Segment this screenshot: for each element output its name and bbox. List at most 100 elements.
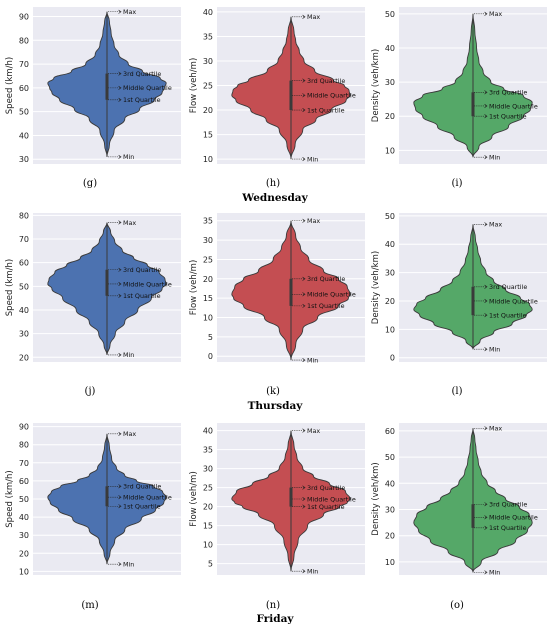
y-tick-label: 30 xyxy=(203,57,213,66)
panel-i: 10 20 30 40 50 Density (veh/km) Max 3rd Quartil… xyxy=(366,2,550,172)
y-tick-label: 80 xyxy=(19,211,29,220)
y-axis-label: Speed (km/h) xyxy=(5,470,15,527)
annotation-min: Min xyxy=(123,153,134,161)
annotation-arrowhead xyxy=(118,267,122,272)
y-tick-label: 40 xyxy=(203,427,213,436)
annotation-q1: 1st Quartile xyxy=(489,524,527,532)
annotation-arrowhead xyxy=(302,303,306,308)
quartile-box xyxy=(289,80,293,111)
annotation-min: Min xyxy=(307,356,318,364)
panel-k: 0 5 10 15 20 25 30 35 Flow (veh/m) Max 3rd Quartil… xyxy=(184,208,372,370)
annotation-arrowhead xyxy=(118,97,122,102)
y-tick-label: 70 xyxy=(19,459,29,468)
annotation-arrowhead xyxy=(302,78,306,83)
annotation-q3: 3rd Quartile xyxy=(123,266,161,274)
quartile-box xyxy=(105,486,109,507)
y-tick-label: 50 xyxy=(385,212,395,221)
y-tick-label: 50 xyxy=(385,453,395,462)
annotation-arrowhead xyxy=(302,276,306,281)
panel-letter-i: (i) xyxy=(451,178,463,189)
annotation-q3: 3rd Quartile xyxy=(489,283,527,291)
annotation-arrowhead xyxy=(118,71,122,76)
y-tick-label: 20 xyxy=(203,106,213,115)
y-axis-label: Speed (km/h) xyxy=(5,57,15,114)
quartile-box xyxy=(105,269,109,296)
annotation-q1: 1st Quartile xyxy=(307,503,345,511)
annotation-min: Min xyxy=(123,560,134,568)
annotation-arrowhead xyxy=(484,90,488,95)
y-tick-label: 20 xyxy=(385,112,395,121)
annotation-arrowhead xyxy=(484,103,488,109)
annotation-arrowhead xyxy=(484,222,488,227)
y-tick-label: 20 xyxy=(203,275,213,284)
annotation-arrowhead xyxy=(484,426,488,431)
y-tick-label: 15 xyxy=(203,294,213,303)
annotation-q3: 3rd Quartile xyxy=(307,275,345,283)
annotation-max: Max xyxy=(307,217,320,225)
y-tick-label: 0 xyxy=(208,352,213,361)
annotation-arrowhead xyxy=(484,155,488,160)
y-tick-label: 60 xyxy=(19,84,29,93)
y-tick-label: 70 xyxy=(19,60,29,69)
annotation-arrowhead xyxy=(118,431,122,436)
annotation-arrowhead xyxy=(118,154,122,159)
annotation-max: Max xyxy=(489,221,502,229)
annotation-median: Middle Quartile xyxy=(307,291,356,299)
annotation-min: Min xyxy=(307,568,318,576)
annotation-arrowhead xyxy=(484,525,488,530)
annotation-median: Middle Quartile xyxy=(307,92,356,100)
annotation-min: Min xyxy=(123,351,134,359)
y-tick-label: 30 xyxy=(19,330,29,339)
annotation-max: Max xyxy=(307,427,320,435)
annotation-arrowhead xyxy=(302,428,306,433)
panel-letter-n: (n) xyxy=(265,600,281,611)
annotation-q3: 3rd Quartile xyxy=(489,501,527,509)
annotation-arrowhead xyxy=(302,358,306,363)
quartile-box xyxy=(289,278,293,306)
quartile-box xyxy=(471,504,475,528)
y-tick-label: 40 xyxy=(19,131,29,140)
annotation-median: Middle Quartile xyxy=(489,102,538,110)
y-tick-label: 35 xyxy=(203,217,213,226)
quartile-box xyxy=(471,92,475,117)
annotation-arrowhead xyxy=(484,114,488,119)
annotation-q1: 1st Quartile xyxy=(307,106,345,114)
y-tick-label: 30 xyxy=(385,269,395,278)
y-tick-label: 60 xyxy=(19,477,29,486)
y-tick-label: 40 xyxy=(385,479,395,488)
y-tick-label: 35 xyxy=(203,446,213,455)
annotation-arrowhead xyxy=(484,347,488,352)
y-tick-label: 0 xyxy=(390,354,395,363)
quartile-box xyxy=(105,73,109,100)
annotation-q3: 3rd Quartile xyxy=(123,70,161,78)
y-tick-label: 5 xyxy=(208,560,213,569)
panel-l: 0 10 20 30 40 50 Density (veh/km) Max 3rd Quarti… xyxy=(366,208,550,370)
annotation-min: Min xyxy=(489,153,500,161)
y-tick-label: 50 xyxy=(385,10,395,19)
y-axis-label: Flow (veh/m) xyxy=(189,471,199,527)
annotation-max: Max xyxy=(489,425,502,433)
y-tick-label: 20 xyxy=(19,353,29,362)
annotation-q3: 3rd Quartile xyxy=(123,483,161,491)
day-label-wednesday: Wednesday xyxy=(242,192,308,204)
y-tick-label: 15 xyxy=(203,522,213,531)
annotation-max: Max xyxy=(307,13,320,21)
annotation-arrowhead xyxy=(302,496,306,502)
y-tick-label: 30 xyxy=(385,505,395,514)
panel-letter-g: (g) xyxy=(82,178,98,189)
panel-letter-m: (m) xyxy=(81,600,99,611)
y-tick-label: 10 xyxy=(19,567,29,576)
annotation-arrowhead xyxy=(484,11,488,16)
annotation-arrowhead xyxy=(302,107,306,113)
annotation-median: Middle Quartile xyxy=(123,493,172,501)
y-tick-label: 70 xyxy=(19,235,29,244)
annotation-arrowhead xyxy=(302,218,306,223)
y-tick-label: 40 xyxy=(19,306,29,315)
annotation-arrowhead xyxy=(484,502,488,507)
annotation-q1: 1st Quartile xyxy=(123,292,161,300)
y-axis-label: Speed (km/h) xyxy=(5,259,15,316)
y-tick-label: 15 xyxy=(203,131,213,140)
y-tick-label: 60 xyxy=(19,259,29,268)
y-axis-label: Density (veh/km) xyxy=(371,462,381,535)
